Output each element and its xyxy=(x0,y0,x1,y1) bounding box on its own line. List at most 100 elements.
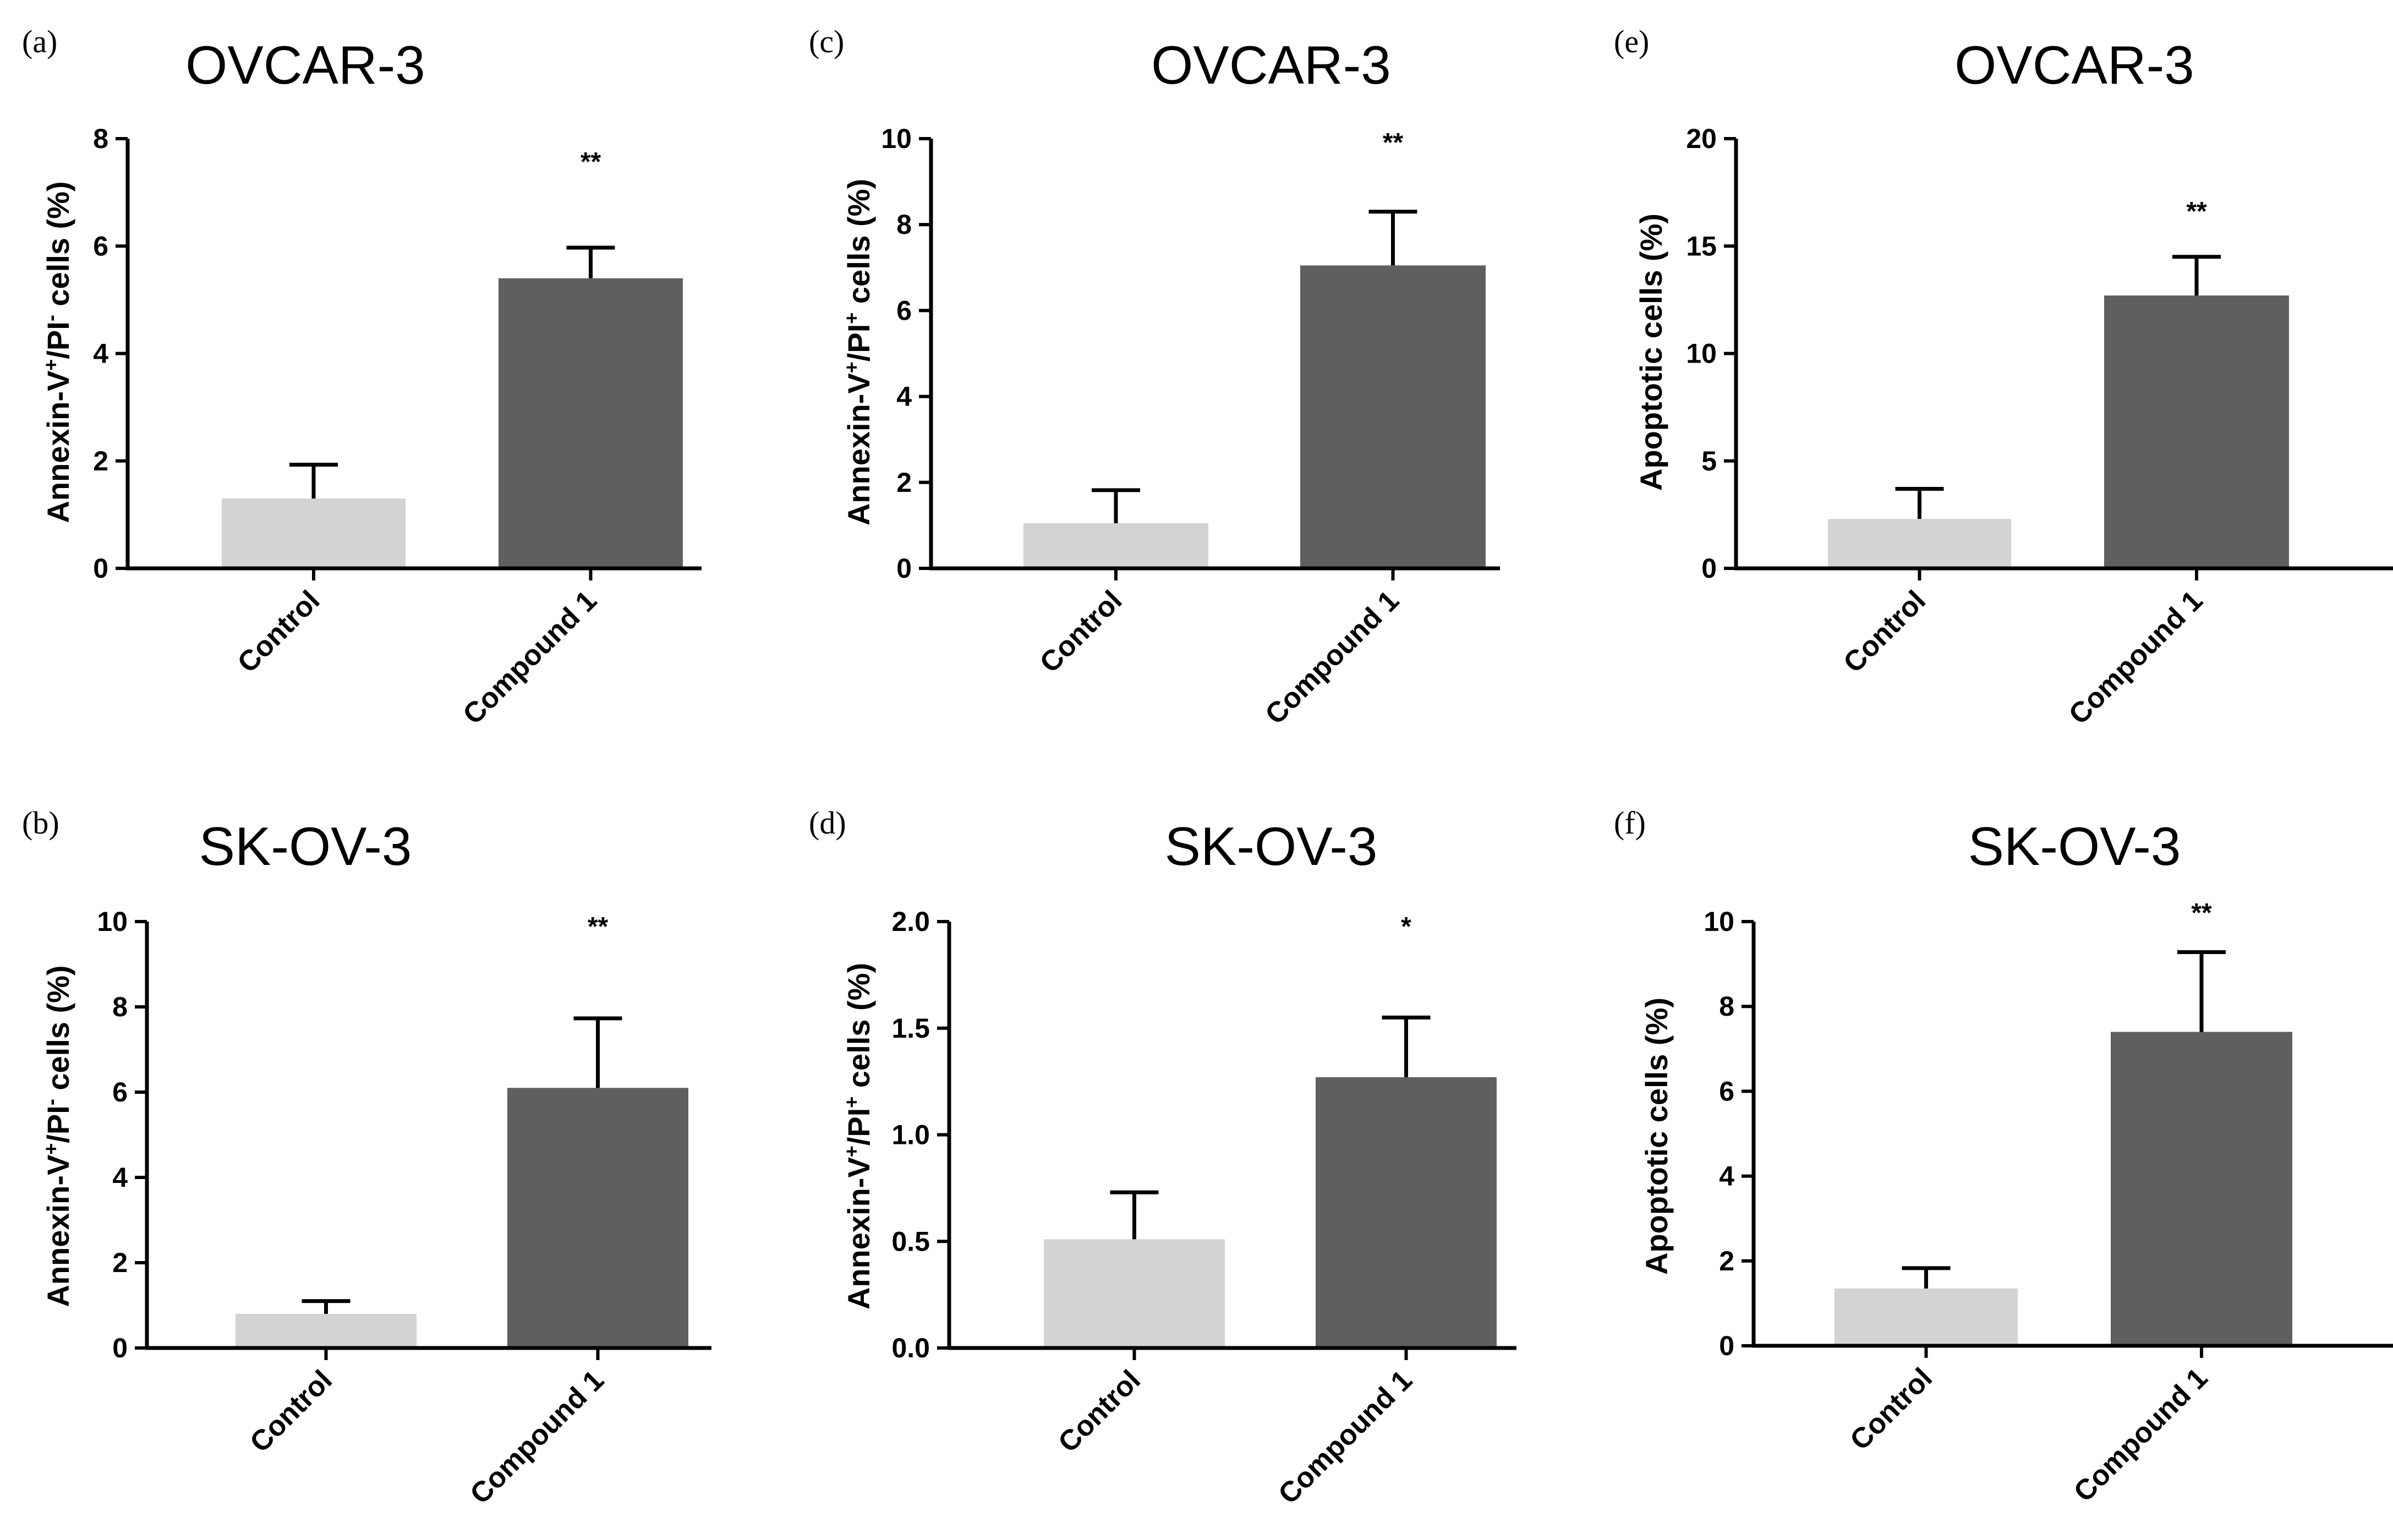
panel-d-bar-compound-1 xyxy=(1316,1077,1497,1348)
panel-b-significance-1: ** xyxy=(588,912,609,941)
panel-b-ylabel-part: /PI xyxy=(41,1105,75,1143)
panel-d-ytick-label-1: 0.5 xyxy=(891,1226,930,1257)
panel-e-ytick-label-0: 0 xyxy=(1701,553,1717,584)
panel-b-ylabel: Annexin-V+/PI- cells (%) xyxy=(40,965,75,1307)
panel-f-bar-control xyxy=(1835,1288,2018,1346)
panel-c-ytick-label-5: 10 xyxy=(881,123,912,154)
panel-a-significance-1: ** xyxy=(581,147,601,177)
panel-b-bar-compound-1 xyxy=(507,1088,688,1348)
panel-c-ylabel-part: /PI xyxy=(841,324,876,361)
panel-d-ytick-label-2: 1.0 xyxy=(891,1120,930,1150)
panel-c-ytick-label-1: 2 xyxy=(896,467,912,498)
panel-c-significance-1: ** xyxy=(1383,128,1404,157)
panel-d-title: SK-OV-3 xyxy=(1165,816,1378,876)
panel-e-letter: (e) xyxy=(1614,24,1649,59)
panel-c-letter: (c) xyxy=(809,24,844,59)
panel-b-ylabel-part: Annexin-V xyxy=(41,1155,75,1307)
panel-f-ytick-label-3: 6 xyxy=(1719,1076,1734,1106)
panel-f-significance-1: ** xyxy=(2191,898,2212,928)
panel-b-ytick-label-5: 10 xyxy=(97,906,128,937)
panel-a-title: OVCAR-3 xyxy=(185,35,425,95)
panel-b-ytick-label-2: 4 xyxy=(112,1162,128,1193)
panel-d-ytick-label-0: 0.0 xyxy=(891,1333,930,1363)
panel-e-category-label-1: Compound 1 xyxy=(2063,584,2209,731)
panel-c-ylabel-part: + xyxy=(840,313,863,324)
panel-a-ytick-label-1: 2 xyxy=(93,446,108,476)
panel-a-ytick-label-3: 6 xyxy=(93,231,108,261)
panel-b-category-label-0: Control xyxy=(244,1364,338,1459)
panel-f-ylabel-part: Apoptotic cells (%) xyxy=(1639,998,1674,1275)
panel-c-ylabel-part: Annexin-V xyxy=(841,373,876,525)
panel-b-ytick-label-0: 0 xyxy=(112,1333,128,1363)
panel-e-ytick-label-2: 10 xyxy=(1686,338,1717,369)
panel-a-ylabel: Annexin-V+/PI- cells (%) xyxy=(40,181,75,523)
panel-f-ytick-label-4: 8 xyxy=(1719,991,1734,1022)
panel-f-ytick-label-5: 10 xyxy=(1704,906,1734,937)
panel-c-ylabel-part: cells (%) xyxy=(841,179,876,313)
panel-a-ylabel-part: /PI xyxy=(41,321,75,359)
panel-a-letter: (a) xyxy=(22,24,57,59)
panel-a-bar-compound-1 xyxy=(499,278,683,568)
panel-d-ylabel-part: cells (%) xyxy=(841,963,876,1097)
panel-c-ytick-label-2: 4 xyxy=(896,381,912,412)
panel-e-ytick-label-1: 5 xyxy=(1701,446,1717,476)
panel-a-ylabel-part: - xyxy=(40,315,62,321)
panel-d-ytick-label-3: 1.5 xyxy=(891,1013,930,1044)
panel-e-ylabel-part: Apoptotic cells (%) xyxy=(1634,213,1668,491)
panel-b-bar-control xyxy=(236,1314,417,1348)
panel-e-bar-control xyxy=(1828,519,2011,568)
panel-d-ylabel-part: + xyxy=(840,1097,863,1108)
panel-a-category-label-0: Control xyxy=(232,584,326,679)
panel-c-ylabel-part: + xyxy=(840,361,863,373)
panel-c-ytick-label-4: 8 xyxy=(896,209,912,240)
panel-c-ylabel: Annexin-V+/PI+ cells (%) xyxy=(840,179,876,525)
panel-d-ylabel: Annexin-V+/PI+ cells (%) xyxy=(840,963,876,1309)
panel-c-category-label-1: Compound 1 xyxy=(1259,584,1405,731)
panel-d-category-label-0: Control xyxy=(1052,1364,1147,1459)
panel-c-ytick-label-3: 6 xyxy=(896,295,912,326)
panel-e-bar-compound-1 xyxy=(2104,295,2289,568)
panel-c-category-label-0: Control xyxy=(1034,584,1129,679)
panel-e-ytick-label-4: 20 xyxy=(1686,123,1717,154)
panel-f-category-label-1: Compound 1 xyxy=(2068,1362,2214,1508)
panel-d-ylabel-part: Annexin-V xyxy=(841,1157,876,1309)
panel-e-title: OVCAR-3 xyxy=(1954,35,2194,95)
panel-f-ytick-label-2: 4 xyxy=(1719,1161,1734,1192)
panel-b-title: SK-OV-3 xyxy=(199,816,412,876)
panel-c-ytick-label-0: 0 xyxy=(896,553,912,584)
panel-a-ytick-label-0: 0 xyxy=(93,553,108,584)
panel-a-category-label-1: Compound 1 xyxy=(457,584,603,731)
panel-e-ytick-label-3: 15 xyxy=(1686,231,1717,261)
panel-d-ytick-label-4: 2.0 xyxy=(891,906,930,937)
panel-f-title: SK-OV-3 xyxy=(1968,816,2181,876)
panel-b-ytick-label-1: 2 xyxy=(112,1247,128,1278)
panel-a-ylabel-part: Annexin-V xyxy=(41,371,75,523)
panel-b-ytick-label-3: 6 xyxy=(112,1077,128,1108)
panel-b-letter: (b) xyxy=(22,805,59,841)
panel-a-ylabel-part: + xyxy=(40,359,62,371)
panel-e-category-label-0: Control xyxy=(1837,584,1932,679)
panel-c-bar-control xyxy=(1023,523,1208,568)
panel-d-bar-control xyxy=(1044,1239,1225,1348)
panel-d-ylabel-part: + xyxy=(840,1146,863,1157)
panel-a-ytick-label-4: 8 xyxy=(93,123,108,154)
panel-b-ylabel-part: cells (%) xyxy=(41,965,75,1099)
panel-d-significance-1: * xyxy=(1401,912,1411,941)
panel-f-ylabel: Apoptotic cells (%) xyxy=(1639,998,1674,1275)
panel-a-ytick-label-2: 4 xyxy=(93,338,108,369)
panel-b-category-label-1: Compound 1 xyxy=(464,1364,610,1510)
panel-b-ytick-label-4: 8 xyxy=(112,991,128,1022)
panel-d-letter: (d) xyxy=(809,805,846,841)
panel-d-ylabel-part: /PI xyxy=(841,1108,876,1146)
panel-c-bar-compound-1 xyxy=(1300,265,1486,568)
panel-f-ytick-label-0: 0 xyxy=(1719,1330,1734,1361)
panel-c-title: OVCAR-3 xyxy=(1151,35,1391,95)
panel-d-category-label-1: Compound 1 xyxy=(1272,1364,1419,1510)
panel-a-ylabel-part: cells (%) xyxy=(41,181,75,315)
panel-a-bar-control xyxy=(222,498,406,568)
panel-f-letter: (f) xyxy=(1614,805,1646,841)
panel-e-significance-1: ** xyxy=(2186,197,2207,226)
panel-f-bar-compound-1 xyxy=(2111,1032,2292,1346)
panel-e-ylabel: Apoptotic cells (%) xyxy=(1634,213,1668,491)
